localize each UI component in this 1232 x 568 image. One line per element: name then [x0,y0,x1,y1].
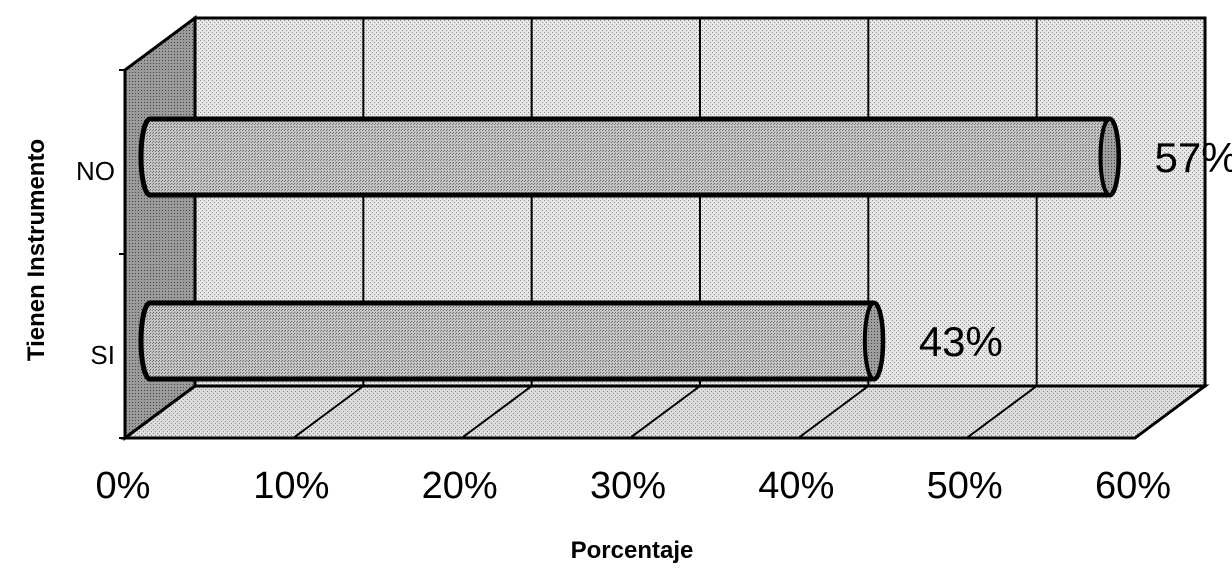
x-axis-ticks: 0% 10% 20% 30% 40% 50% 60% [96,465,1171,507]
bar-body [138,300,886,382]
bar-body [138,116,1121,198]
x-tick-label: 20% [422,465,498,507]
bars: 57% 43% [138,116,1232,382]
y-axis-title: Tienen Instrumento [23,139,50,361]
bar-end-cap [862,301,885,381]
y-category-label: SI [90,340,115,370]
gridline-floor [629,385,701,439]
gridline-floor [797,385,869,439]
x-tick-label: 0% [96,465,151,507]
gridline-floor [461,385,533,439]
bar-value-label: 57% [1155,134,1232,181]
x-axis-title: Porcentaje [571,537,694,564]
y-axis-ticks: NO SI [76,69,125,439]
bar-si: 43% [138,300,1003,382]
x-tick-label: 30% [590,465,666,507]
gridline-floor [1134,385,1206,439]
y-category-label: NO [76,156,115,186]
gridline-floor [966,385,1038,439]
x-tick-label: 50% [927,465,1003,507]
bar-no: 57% [138,116,1232,198]
x-tick-label: 40% [758,465,834,507]
bar-end-cap [1098,117,1121,197]
bar-value-label: 43% [919,318,1003,365]
x-tick-label: 60% [1095,465,1171,507]
x-tick-label: 10% [253,465,329,507]
gridline-floor [292,385,364,439]
